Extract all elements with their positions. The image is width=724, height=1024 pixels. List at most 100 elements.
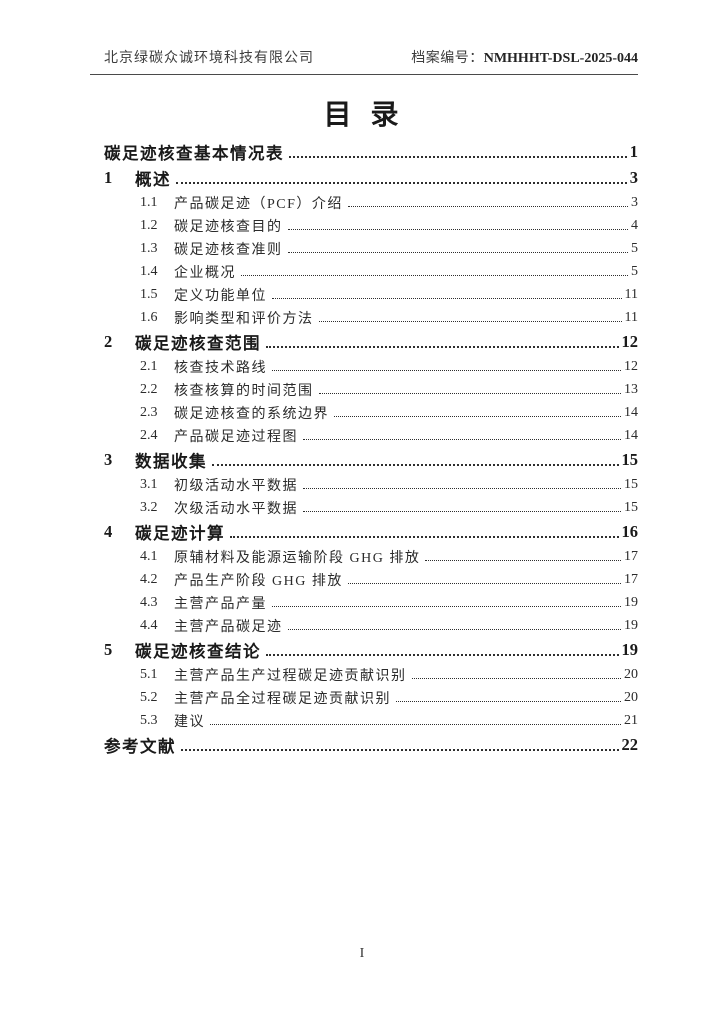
toc-entry-number: 4.4	[140, 617, 158, 633]
page-header: 北京绿碳众诚环境科技有限公司 档案编号：NMHHHT-DSL-2025-044	[90, 0, 638, 75]
toc-entry[interactable]: 1.3 碳足迹核查准则 5	[104, 237, 638, 260]
toc-entry-label: 核查技术路线	[174, 360, 267, 376]
toc-entry-label: 建议	[174, 714, 205, 730]
toc-entry-page: 19	[624, 594, 638, 610]
toc-entry-number: 2	[104, 332, 113, 351]
toc-entry-label: 碳足迹核查基本情况表	[104, 144, 284, 163]
toc-entry-page: 5	[631, 240, 638, 256]
toc-leader-dots	[266, 346, 619, 348]
toc-leader-dots	[210, 724, 621, 725]
toc-leader-dots	[176, 182, 627, 184]
toc-entry-label: 参考文献	[104, 737, 176, 756]
toc-entry[interactable]: 2.1 核查技术路线 12	[104, 355, 638, 378]
archive-number-label: 档案编号：	[411, 51, 484, 66]
company-name: 北京绿碳众诚环境科技有限公司	[104, 51, 314, 66]
toc-entry-page: 4	[631, 217, 638, 233]
toc-leader-dots	[396, 701, 621, 702]
archive-number-value: NMHHHT-DSL-2025-044	[483, 51, 638, 66]
toc-entry[interactable]: 1.4 企业概况 5	[104, 260, 638, 283]
toc-entry-number: 2.1	[140, 358, 158, 374]
toc-leader-dots	[347, 206, 628, 207]
toc-leader-dots	[347, 583, 621, 584]
toc-entry[interactable]: 1.2 碳足迹核查目的 4	[104, 214, 638, 237]
toc-entry[interactable]: 5.3 建议 21	[104, 709, 638, 732]
toc-leader-dots	[272, 370, 621, 371]
toc-entry[interactable]: 1.6 影响类型和评价方法 11	[104, 306, 638, 329]
toc-entry-number: 2.2	[140, 381, 158, 397]
toc-leader-dots	[303, 511, 621, 512]
toc-entry-label: 初级活动水平数据	[174, 478, 298, 494]
toc-entry-label: 主营产品产量	[174, 596, 267, 612]
toc-entry-label: 产品生产阶段 GHG 排放	[174, 573, 343, 589]
toc-entry-page: 14	[624, 427, 638, 443]
toc-entry-number: 1.6	[140, 309, 158, 325]
toc-leader-dots	[334, 416, 621, 417]
toc-leader-dots	[272, 298, 622, 299]
toc-entry-page: 13	[624, 381, 638, 397]
toc-entry-page: 17	[624, 548, 638, 564]
toc-entry-page: 12	[624, 358, 638, 374]
toc-entry-label: 产品碳足迹（PCF）介绍	[174, 196, 343, 212]
toc-entry-number: 2.3	[140, 404, 158, 420]
toc-entry-label: 数据收集	[135, 452, 207, 471]
toc-entry-label: 碳足迹计算	[135, 524, 225, 543]
toc-entry-page: 19	[624, 617, 638, 633]
toc-entry[interactable]: 2.4 产品碳足迹过程图 14	[104, 424, 638, 447]
toc-entry-label: 概述	[135, 170, 171, 189]
page-footer: I	[0, 946, 724, 962]
toc-entry-number: 4.1	[140, 548, 158, 564]
toc-entry[interactable]: 参考文献 22	[104, 732, 638, 758]
toc-entry-page: 22	[621, 735, 639, 754]
toc-entry-number: 4.2	[140, 571, 158, 587]
toc-entry[interactable]: 2 碳足迹核查范围 12	[104, 329, 638, 355]
toc-entry-page: 15	[621, 450, 639, 469]
toc-entry-label: 产品碳足迹过程图	[174, 429, 298, 445]
toc-leader-dots	[318, 321, 622, 322]
toc-entry-label: 企业概况	[174, 265, 236, 281]
toc-entry[interactable]: 3 数据收集 15	[104, 447, 638, 473]
toc-entry-label: 定义功能单位	[174, 288, 267, 304]
toc-entry[interactable]: 5.1 主营产品生产过程碳足迹贡献识别 20	[104, 663, 638, 686]
toc-entry-number: 4.3	[140, 594, 158, 610]
toc-leader-dots	[287, 629, 621, 630]
toc-entry[interactable]: 4 碳足迹计算 16	[104, 519, 638, 545]
toc-entry-page: 5	[631, 263, 638, 279]
toc-entry-page: 21	[624, 712, 638, 728]
toc-entry[interactable]: 1 概述 3	[104, 165, 638, 191]
toc-entry[interactable]: 4.3 主营产品产量 19	[104, 591, 638, 614]
toc-entry-label: 碳足迹核查准则	[174, 242, 283, 258]
toc-entry[interactable]: 1.5 定义功能单位 11	[104, 283, 638, 306]
toc-entry[interactable]: 碳足迹核查基本情况表 1	[104, 139, 638, 165]
toc-entry[interactable]: 3.1 初级活动水平数据 15	[104, 473, 638, 496]
toc-entry-label: 碳足迹核查目的	[174, 219, 283, 235]
toc-entry-page: 3	[631, 194, 638, 210]
toc-entry-label: 主营产品碳足迹	[174, 619, 283, 635]
toc-entry-page: 20	[624, 689, 638, 705]
archive-number: 档案编号：NMHHHT-DSL-2025-044	[411, 47, 638, 67]
toc-entry-number: 5	[104, 640, 113, 659]
toc-entry[interactable]: 4.1 原辅材料及能源运输阶段 GHG 排放 17	[104, 545, 638, 568]
toc-entry[interactable]: 5.2 主营产品全过程碳足迹贡献识别 20	[104, 686, 638, 709]
toc-entry[interactable]: 3.2 次级活动水平数据 15	[104, 496, 638, 519]
toc-entry-page: 20	[624, 666, 638, 682]
toc-entry-number: 1.2	[140, 217, 158, 233]
toc-entry[interactable]: 1.1 产品碳足迹（PCF）介绍 3	[104, 191, 638, 214]
toc-entry-label: 碳足迹核查范围	[135, 334, 261, 353]
toc-entry[interactable]: 2.2 核查核算的时间范围 13	[104, 378, 638, 401]
toc-entry[interactable]: 2.3 碳足迹核查的系统边界 14	[104, 401, 638, 424]
toc-entry[interactable]: 4.2 产品生产阶段 GHG 排放 17	[104, 568, 638, 591]
toc-entry[interactable]: 5 碳足迹核查结论 19	[104, 637, 638, 663]
toc-entry-label: 核查核算的时间范围	[174, 383, 314, 399]
toc-page-title: 目 录	[323, 100, 405, 131]
toc-leader-dots	[411, 678, 621, 679]
table-of-contents: 碳足迹核查基本情况表 1 1 概述 3 1.1 产品碳足迹（PCF）介绍 3 1…	[90, 139, 638, 758]
toc-entry-page: 11	[624, 286, 638, 302]
toc-entry-number: 3	[104, 450, 113, 469]
toc-entry-page: 19	[621, 640, 639, 659]
toc-entry-page: 15	[624, 476, 638, 492]
toc-entry[interactable]: 4.4 主营产品碳足迹 19	[104, 614, 638, 637]
toc-leader-dots	[303, 488, 621, 489]
toc-leader-dots	[425, 560, 621, 561]
toc-entry-number: 3.2	[140, 499, 158, 515]
